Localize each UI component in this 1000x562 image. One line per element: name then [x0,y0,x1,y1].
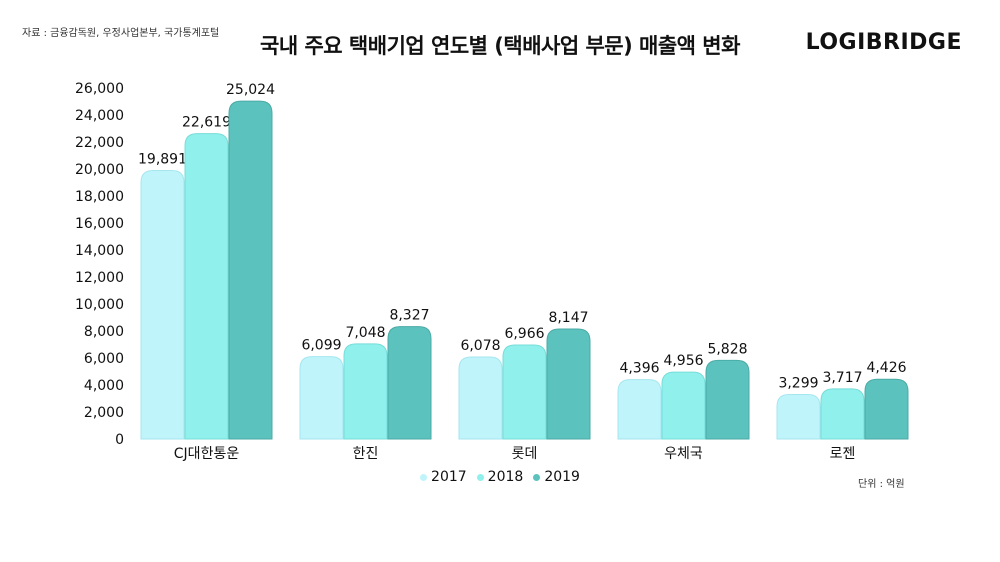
bar-2018-2 [343,343,388,440]
bar-2017-5 [776,393,821,440]
bar-2017-2 [299,356,344,440]
y-tick-label: 0 [115,432,124,448]
data-label: 4,956 [663,353,703,369]
y-tick-label: 18,000 [75,189,124,205]
data-label: 8,147 [548,310,588,326]
bar-2019-5 [864,378,909,440]
y-tick-label: 24,000 [75,108,124,124]
legend-swatch-2018 [476,473,484,481]
x-category-label: CJ대한통운 [174,446,240,462]
y-tick-label: 14,000 [75,243,124,259]
source-note: 자료 : 금융감독원, 우정사업본부, 국가통계포털 [22,28,220,39]
chart-title: 국내 주요 택배기업 연도별 (택배사업 부문) 매출액 변화 [260,34,740,58]
unit-note: 단위 : 억원 [858,479,905,490]
y-tick-label: 2,000 [84,405,124,421]
bar-2019-3 [546,328,591,440]
bar-2018-5 [820,388,865,440]
data-label: 19,891 [138,151,187,167]
data-label: 22,619 [182,115,231,131]
x-category-label: 로젠 [830,446,856,462]
bar-2017-4 [617,379,662,440]
legend-swatch-2019 [533,473,541,481]
legend-swatch-2017 [420,473,428,481]
bar-2017-3 [458,356,503,440]
data-label: 6,966 [504,326,544,342]
bar-2018-4 [661,371,706,440]
brand-logo: LOGIBRIDGE [805,30,962,55]
y-tick-label: 26,000 [75,81,124,97]
data-label: 5,828 [707,341,747,357]
y-tick-label: 22,000 [75,135,124,151]
data-label: 7,048 [345,325,385,341]
x-category-label: 롯데 [512,446,538,462]
y-tick-label: 8,000 [84,324,124,340]
bar-2018-3 [502,344,547,440]
legend-label-2019: 2019 [544,469,580,485]
bar-2019-2 [387,326,432,440]
y-tick-label: 6,000 [84,351,124,367]
legend-item-2019: 2019 [533,469,580,485]
x-category-label: 한진 [353,446,379,462]
y-tick-label: 16,000 [75,216,124,232]
y-tick-label: 4,000 [84,378,124,394]
bar-2018-1 [184,133,229,440]
legend-item-2018: 2018 [476,469,524,485]
data-label: 3,717 [822,370,862,386]
y-tick-label: 10,000 [75,297,124,313]
bar-2019-1 [228,100,273,440]
bar-2019-4 [705,359,750,440]
legend-label-2018: 2018 [487,469,524,485]
legend-item-2017: 2017 [420,469,467,485]
data-label: 6,099 [301,338,341,354]
data-label: 8,327 [389,308,429,324]
y-tick-label: 20,000 [75,162,124,178]
data-label: 25,024 [226,82,275,98]
data-label: 3,299 [778,375,818,391]
data-label: 4,396 [619,361,659,377]
data-label: 6,078 [460,338,500,354]
bar-2017-1 [140,169,185,440]
x-category-label: 우체국 [664,446,703,462]
legend-label-2017: 2017 [431,469,467,485]
y-tick-label: 12,000 [75,270,124,286]
chart-legend: 2017 2018 2019 [0,469,1000,485]
data-label: 4,426 [866,360,906,376]
